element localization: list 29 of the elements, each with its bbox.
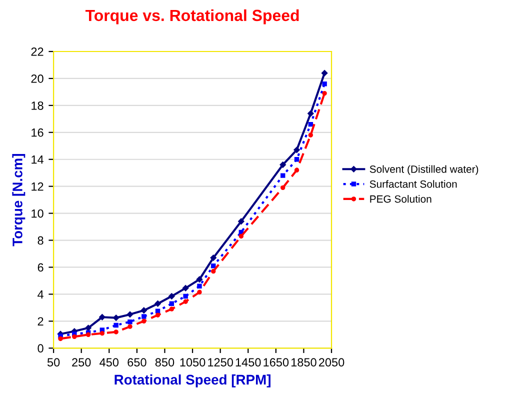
y-tick-label: 10	[32, 209, 44, 218]
x-tick-label: 450	[100, 358, 119, 367]
x-tick-label: 650	[128, 358, 146, 367]
y-tick-label: 4	[38, 290, 44, 298]
y-tick-label: 18	[32, 101, 44, 110]
x-tick-label: 1850	[291, 358, 316, 367]
x-axis-title: Rotational Speed [RPM]	[114, 374, 270, 388]
y-tick-label: 6	[38, 263, 44, 272]
y-tick-label: 22	[31, 48, 44, 56]
y-tick-label: 0	[38, 344, 44, 353]
y-tick-label: 16	[32, 128, 44, 137]
legend-label: Solvent (Distilled water)	[370, 165, 478, 175]
x-tick-label: 850	[155, 358, 174, 367]
legend-label: PEG Solution	[370, 195, 432, 203]
x-tick-label: 50	[47, 358, 60, 367]
x-tick-label: 1250	[208, 358, 233, 367]
x-tick-label: 1050	[180, 358, 206, 367]
y-tick-label: 20	[31, 74, 44, 83]
y-tick-label: 2	[38, 317, 44, 326]
x-tick-label: 1450	[236, 358, 261, 367]
chart-title: Torque vs. Rotational Speed	[85, 9, 299, 24]
y-tick-label: 12	[32, 182, 44, 191]
x-tick-label: 250	[72, 358, 91, 367]
y-tick-label: 8	[38, 236, 44, 245]
x-tick-label: 1650	[264, 358, 289, 367]
y-tick-label: 14	[32, 156, 44, 164]
legend-label: Surfactant Solution	[370, 180, 457, 188]
y-axis-title: Torque [N.cm]	[12, 154, 26, 246]
x-tick-label: 2050	[318, 358, 344, 367]
